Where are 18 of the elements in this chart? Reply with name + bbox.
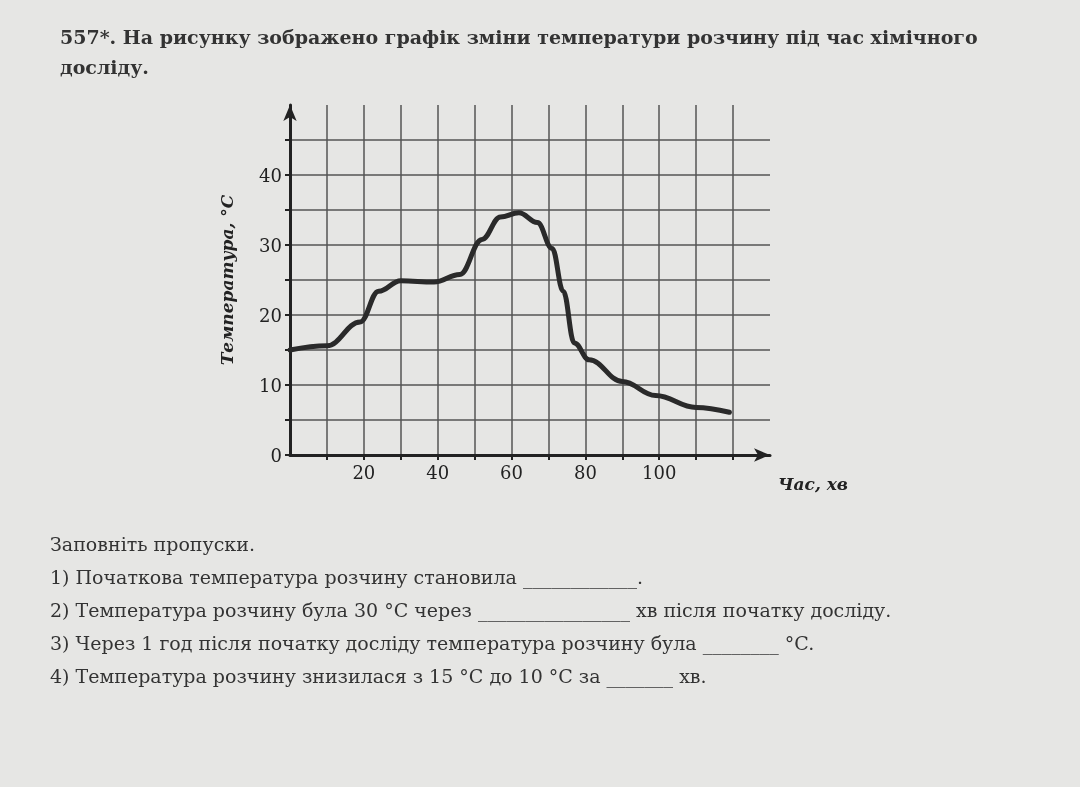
x-tick-label: 40	[426, 461, 450, 483]
x-tick-label: 20	[352, 461, 376, 483]
x-tick-label: 80	[573, 461, 597, 483]
text: Заповніть пропуски.	[50, 532, 256, 557]
x-tick-label: 60	[500, 461, 523, 483]
text: 2) Температура розчину була 30 °C через ________________ хв після початку досліду.	[50, 598, 893, 624]
text: 1) Початкова температура розчину становила ____________.	[50, 565, 644, 591]
y-tick-label: 30	[259, 234, 282, 256]
y-axis-title: Температура, °C	[216, 194, 237, 366]
y-tick-label: 0	[270, 444, 282, 466]
y-tick-label: 20	[259, 304, 282, 326]
y-tick-label: 40	[259, 164, 282, 186]
chart-title: 557*. На рисунку зображено графік зміни температури розчину під час хімічного досліду.	[60, 25, 979, 80]
text: 3) Через 1 год після початку досліду температура розчину була ________ °C.	[50, 631, 816, 657]
y-tick-label: 10	[259, 374, 282, 396]
x-axis-title: Час, хв	[778, 473, 849, 494]
x-tick-label: 100	[642, 461, 677, 483]
text: 4) Температура розчину знизилася з 15 °C до 10 °C за _______ хв.	[50, 664, 708, 690]
